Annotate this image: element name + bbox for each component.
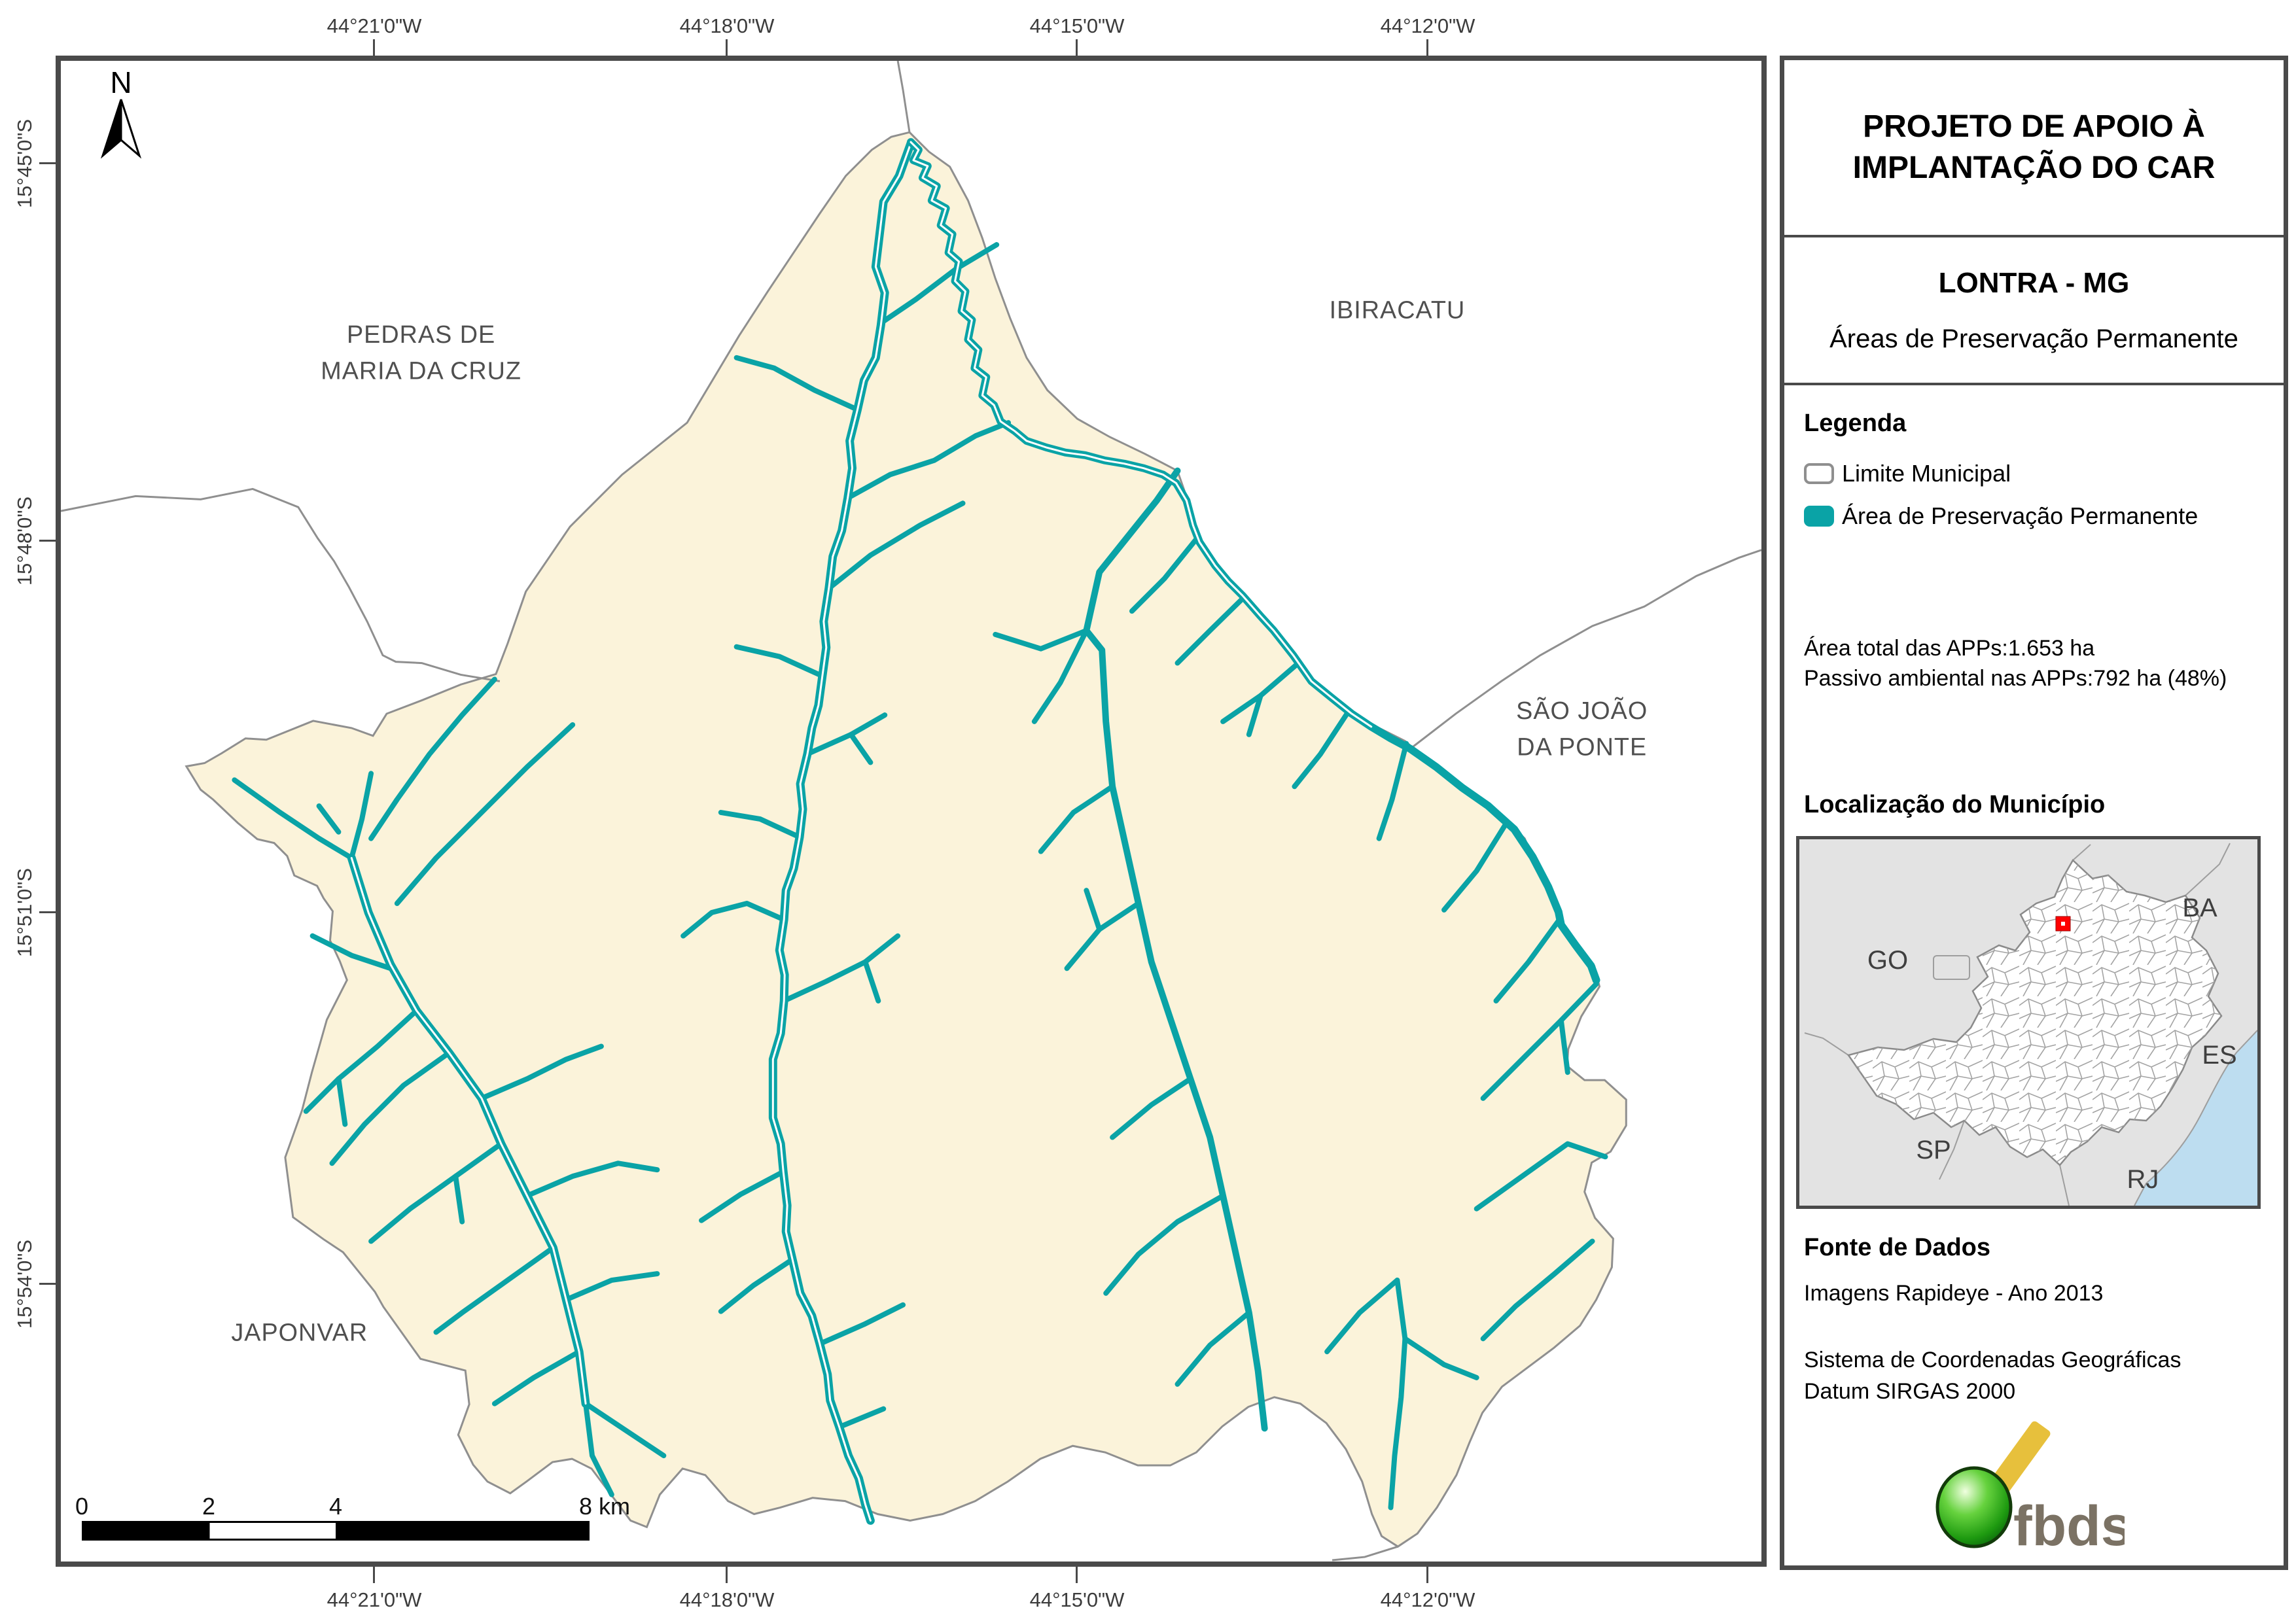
- panel-subtitle-section: LONTRA - MG Áreas de Preservação Permane…: [1784, 237, 2284, 383]
- axis-top-3: 44°15'0"W: [1029, 14, 1125, 37]
- inset-map-frame: GO BA ES SP RJ: [1796, 836, 2261, 1209]
- north-arrow-left-half: [100, 99, 122, 159]
- label-sao-joao-line1: SÃO JOÃO: [1516, 697, 1648, 724]
- axis-top-2: 44°18'0"W: [679, 14, 775, 37]
- scalebar-4: 4: [328, 1493, 343, 1520]
- axis-left-3: 15°51'0"S: [13, 867, 36, 958]
- data-source-heading: Fonte de Dados: [1804, 1234, 1991, 1261]
- scalebar-2: 2: [202, 1493, 216, 1520]
- scale-bar: [82, 1521, 590, 1541]
- municipality-marker: [2055, 916, 2071, 932]
- state-label-rj: RJ: [2127, 1165, 2159, 1194]
- tick-bottom-1: [373, 1567, 375, 1583]
- tick-top-4: [1426, 39, 1428, 56]
- data-source-line1: Imagens Rapideye - Ano 2013: [1804, 1281, 2104, 1306]
- scalebar-0: 0: [75, 1493, 89, 1520]
- logo-text: fbds: [2013, 1495, 2125, 1557]
- neighbor-boundary-west: [61, 487, 501, 682]
- tick-bottom-2: [726, 1567, 728, 1583]
- app-statistics: Área total das APPs:1.653 ha Passivo amb…: [1804, 633, 2227, 693]
- panel-title-section: PROJETO DE APOIO À IMPLANTAÇÃO DO CAR: [1784, 60, 2284, 235]
- legend-item-app: Área de Preservação Permanente: [1804, 502, 2198, 530]
- state-label-go: GO: [1867, 946, 1908, 975]
- tick-left-2: [39, 540, 56, 542]
- neighbor-boundary-north: [896, 61, 911, 133]
- stat-total-app: Área total das APPs:1.653 ha: [1804, 636, 2095, 661]
- north-arrow-icon: N: [100, 65, 142, 159]
- tick-left-3: [39, 911, 56, 913]
- legend-heading: Legenda: [1804, 410, 1907, 437]
- main-map: PEDRAS DE MARIA DA CRUZ IBIRACATU SÃO JO…: [61, 61, 1761, 1562]
- separator-2: [1784, 383, 2284, 385]
- logo-green-sphere: [1935, 1466, 2013, 1548]
- project-title: PROJETO DE APOIO À IMPLANTAÇÃO DO CAR: [1852, 109, 2216, 185]
- tick-bottom-3: [1076, 1567, 1078, 1583]
- legend-item-label: Área de Preservação Permanente: [1842, 502, 2199, 529]
- minas-gerais-shape: [1846, 859, 2223, 1166]
- north-arrow-right-half: [120, 99, 142, 159]
- neighbor-boundary-east: [1409, 549, 1761, 750]
- tick-top-3: [1076, 39, 1078, 56]
- state-label-sp: SP: [1916, 1136, 1951, 1164]
- tick-left-4: [39, 1283, 56, 1285]
- label-pedras-line1: PEDRAS DE: [347, 321, 495, 348]
- stat-passivo-app: Passivo ambiental nas APPs:792 ha (48%): [1804, 666, 2227, 691]
- axis-left-1: 15°45'0"S: [13, 118, 36, 209]
- scalebar-8km: 8 km: [579, 1493, 631, 1520]
- north-label: N: [110, 65, 132, 99]
- axis-bottom-2: 44°18'0"W: [679, 1588, 775, 1611]
- map-theme-subtitle: Áreas de Preservação Permanente: [1829, 324, 2238, 353]
- state-boundaries: [1804, 843, 2231, 1206]
- axis-left-2: 15°48'0"S: [13, 496, 36, 586]
- ocean: [2134, 1030, 2257, 1206]
- label-japonvar: JAPONVAR: [231, 1318, 368, 1346]
- fbds-logo: fbds: [1935, 1421, 2125, 1557]
- location-heading: Localização do Município: [1804, 791, 2106, 818]
- label-ibiracatu: IBIRACATU: [1330, 296, 1466, 323]
- tick-left-1: [39, 162, 56, 164]
- app-river-network: [232, 138, 1608, 1525]
- coastline: [2134, 1030, 2257, 1206]
- app-area-swatch: [1804, 506, 1834, 527]
- tick-top-1: [373, 39, 375, 56]
- label-sao-joao-line2: DA PONTE: [1517, 733, 1647, 761]
- info-panel: PROJETO DE APOIO À IMPLANTAÇÃO DO CAR LO…: [1780, 56, 2288, 1570]
- tick-bottom-4: [1426, 1567, 1428, 1583]
- label-pedras-line2: MARIA DA CRUZ: [321, 357, 521, 385]
- axis-bottom-1: 44°21'0"W: [327, 1588, 422, 1611]
- neighbor-boundary-south: [1332, 1545, 1398, 1562]
- main-map-frame: PEDRAS DE MARIA DA CRUZ IBIRACATU SÃO JO…: [56, 56, 1767, 1567]
- legend-item-label: Limite Municipal: [1842, 460, 2011, 487]
- data-source-line2: Sistema de Coordenadas Geográficas: [1804, 1348, 2181, 1372]
- axis-top-1: 44°21'0"W: [327, 14, 422, 37]
- inset-map: GO BA ES SP RJ: [1799, 839, 2257, 1206]
- axis-left-4: 15°54'0"S: [13, 1239, 36, 1329]
- legend-item-municipal-limit: Limite Municipal: [1804, 460, 2011, 487]
- data-source-line3: Datum SIRGAS 2000: [1804, 1379, 2016, 1404]
- axis-bottom-4: 44°12'0"W: [1380, 1588, 1475, 1611]
- state-label-es: ES: [2202, 1041, 2236, 1070]
- axis-bottom-3: 44°15'0"W: [1029, 1588, 1125, 1611]
- municipality-name: LONTRA - MG: [1938, 266, 2130, 299]
- municipal-limit-swatch: [1804, 463, 1834, 484]
- axis-top-4: 44°12'0"W: [1380, 14, 1475, 37]
- separator-1: [1784, 235, 2284, 237]
- state-label-ba: BA: [2182, 894, 2217, 922]
- tick-top-2: [726, 39, 728, 56]
